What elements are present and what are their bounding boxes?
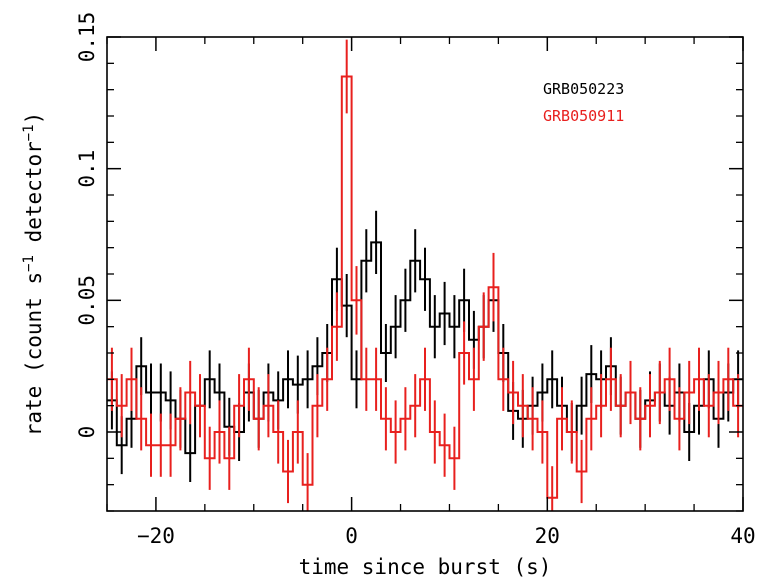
series-grb050911 (107, 39, 743, 511)
ticks-layer: −20 0 20 40 0 0.05 0.1 0.15 (75, 12, 756, 548)
y-axis-label: rate (count s−1 detector−1) (21, 112, 46, 437)
legend-label-grb050223: GRB050223 (543, 80, 624, 98)
y-label-part-rate: rate (count s (22, 272, 46, 436)
y-label-sup-2: −1 (21, 124, 37, 141)
series-grb050223 (107, 210, 743, 482)
y-tick-label: 0.1 (75, 150, 99, 188)
x-tick-label: 40 (730, 524, 755, 548)
x-axis-label: time since burst (s) (299, 555, 552, 579)
y-tick-label: 0.05 (75, 275, 99, 326)
y-label-close: ) (22, 112, 46, 125)
legend: GRB050223 GRB050911 (543, 80, 624, 125)
y-label-sup-1: −1 (21, 255, 37, 272)
x-tick-label: 0 (345, 524, 358, 548)
x-tick-label: 20 (535, 524, 560, 548)
y-tick-label: 0.15 (75, 12, 99, 63)
series-layer (107, 39, 743, 511)
legend-label-grb050911: GRB050911 (543, 107, 624, 125)
x-tick-label: −20 (137, 524, 175, 548)
y-label-part-detector: detector (22, 141, 46, 255)
step-line-grb050911 (107, 75, 743, 499)
y-tick-label: 0 (75, 426, 99, 439)
